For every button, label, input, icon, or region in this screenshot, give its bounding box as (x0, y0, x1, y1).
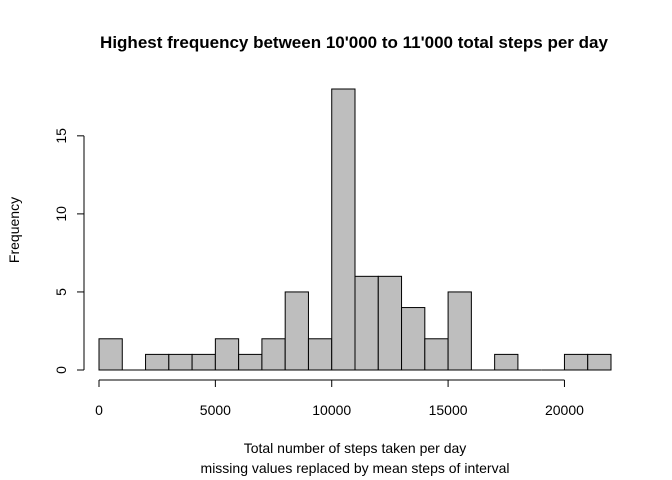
x-tick-label: 0 (95, 402, 103, 418)
x-tick-label: 20000 (545, 402, 584, 418)
x-tick-label: 10000 (312, 402, 351, 418)
bar-3000-4000 (168, 353, 193, 371)
x-tick-label: 15000 (429, 402, 468, 418)
bar-6000-7000 (238, 353, 263, 371)
bar-9000-10000 (307, 338, 333, 371)
bar-15000-16000 (447, 291, 472, 371)
y-axis: 0 5 10 15 (53, 128, 85, 374)
y-tick-label: 5 (53, 288, 69, 296)
x-axis: 0 5000 10000 15000 20000 (95, 379, 584, 418)
bar-10000-11000 (331, 88, 356, 371)
bar-12000-13000 (377, 275, 403, 371)
bar-8000-9000 (284, 291, 309, 371)
bar-13000-14000 (401, 307, 426, 371)
x-axis-label: Total number of steps taken per day (244, 440, 467, 456)
bar-7000-8000 (261, 338, 286, 371)
bars-group (98, 88, 612, 371)
y-axis-label: Frequency (6, 197, 22, 263)
bar-14000-15000 (424, 338, 449, 371)
bar-0-1000 (98, 338, 123, 371)
bar-11000-12000 (354, 275, 379, 371)
bar-4000-5000 (191, 353, 216, 371)
bar-5000-6000 (214, 338, 240, 371)
y-tick-label: 10 (53, 206, 69, 222)
y-tick-label: 0 (53, 366, 69, 374)
bar-20000-21000 (563, 353, 589, 371)
x-axis-label-line2: missing values replaced by mean steps of… (201, 460, 510, 476)
chart-title: Highest frequency between 10'000 to 11'0… (100, 33, 608, 52)
bar-21000-22000 (587, 353, 612, 371)
bar-17000-18000 (494, 353, 519, 371)
bar-2000-3000 (145, 353, 170, 371)
x-tick-label: 5000 (200, 402, 231, 418)
y-tick-label: 15 (53, 128, 69, 144)
